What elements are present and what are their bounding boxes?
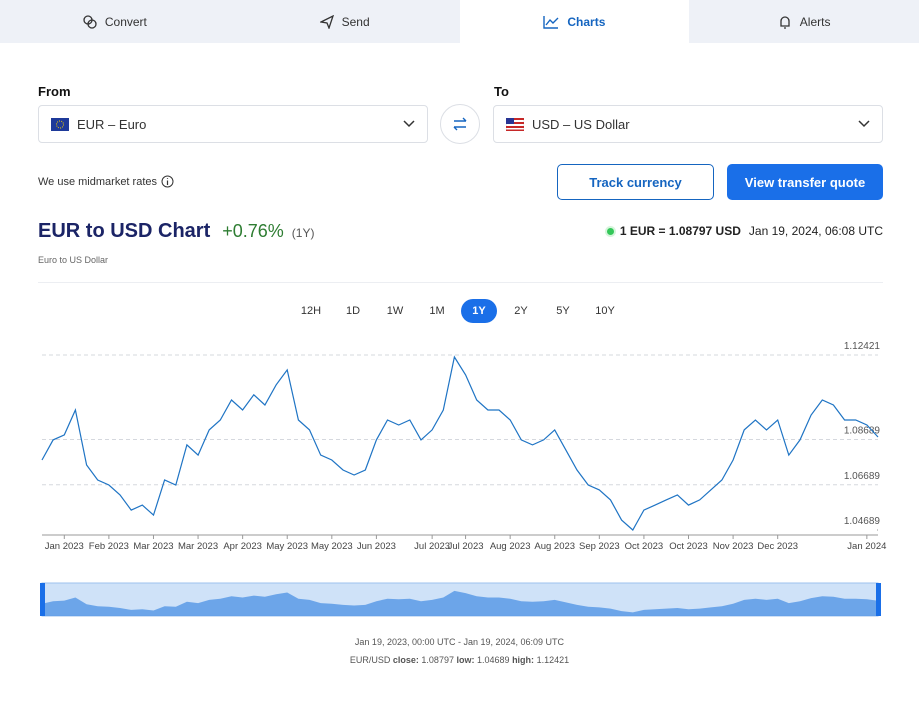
note: We use midmarket rates: [38, 175, 174, 188]
period: (1Y): [291, 226, 315, 240]
to-label: To: [494, 84, 509, 99]
x-tick-label: Aug 2023: [534, 541, 575, 552]
y-tick-label: 1.06689: [844, 471, 881, 482]
live-dot: [606, 227, 614, 235]
range-button[interactable]: 5Y: [556, 305, 570, 317]
rate-value: 1 EUR = 1.08797 USD: [619, 224, 741, 238]
x-tick-label: Feb 2023: [89, 541, 129, 552]
to-select[interactable]: USD – US Dollar: [493, 105, 883, 143]
range-button[interactable]: 1Y: [461, 299, 497, 323]
x-tick-label: May 2023: [266, 541, 308, 552]
charts-icon: [543, 15, 559, 29]
x-tick-label: Apr 2023: [223, 541, 262, 552]
tab-label: Send: [341, 14, 370, 29]
footer-stats: EUR/USD close: 1.08797 low: 1.04689 high…: [0, 655, 919, 665]
y-tick-label: 1.04689: [844, 516, 881, 527]
chevron: [858, 120, 870, 128]
low-label: low:: [456, 655, 475, 665]
x-tick-label: Oct 2023: [625, 541, 664, 552]
range-button[interactable]: 12H: [300, 305, 322, 317]
x-tick-label: Oct 2023: [669, 541, 708, 552]
range-button[interactable]: 10Y: [595, 305, 615, 317]
change: +0.76%: [222, 221, 284, 241]
pair: EUR/USD: [349, 655, 391, 665]
swap-button[interactable]: [440, 104, 480, 144]
high: 1.12421: [536, 655, 570, 665]
tab[interactable]: Charts: [459, 0, 690, 43]
from-label: From: [38, 84, 71, 99]
swap-icon: [453, 117, 467, 131]
tab[interactable]: Send: [230, 0, 460, 43]
navigator-area: [42, 590, 878, 616]
convert-icon: [83, 14, 97, 29]
x-tick-label: Jul 2023: [448, 541, 484, 552]
rate: 1 EUR = 1.08797 USD Jan 19, 2024, 06:08 U…: [606, 224, 883, 238]
eu-flag: [51, 117, 69, 131]
quote-button[interactable]: View transfer quote: [727, 164, 883, 200]
high-label: high:: [512, 655, 535, 665]
chart-header: EUR to USD Chart +0.76% (1Y): [38, 220, 314, 243]
chart-title: EUR to USD Chart: [38, 220, 211, 242]
x-tick-label: Jan 2024: [847, 541, 886, 552]
close: 1.08797: [421, 655, 454, 665]
chevron: [403, 120, 415, 128]
x-tick-label: Sep 2023: [579, 541, 620, 552]
x-tick-label: Nov 2023: [713, 541, 754, 552]
line: [41, 355, 879, 531]
range-button[interactable]: 2Y: [514, 305, 528, 317]
tab-bar: Convert Send Charts Alerts: [0, 0, 919, 43]
footer-range: Jan 19, 2023, 00:00 UTC - Jan 19, 2024, …: [354, 637, 565, 647]
divider: [38, 282, 883, 283]
tab[interactable]: Convert: [0, 0, 230, 43]
navigator-handle: [876, 583, 881, 616]
chart: 1.04689 1.06689 1.08689 1.12421 Jan 2023 Feb …: [40, 341, 886, 617]
tab-label: Convert: [104, 14, 147, 29]
tab-label: Alerts: [799, 14, 831, 29]
x-tick-label: Mar 2023: [133, 541, 173, 552]
x-tick-label: Dec 2023: [757, 541, 798, 552]
x-tick-label: Jul 2023: [414, 541, 450, 552]
range-button[interactable]: 1M: [429, 305, 445, 317]
low: 1.04689: [477, 655, 510, 665]
note-text: We use midmarket rates: [38, 175, 158, 188]
subtitle: Euro to US Dollar: [38, 255, 109, 265]
range-button[interactable]: 1D: [345, 305, 361, 317]
info-icon[interactable]: [161, 175, 174, 188]
x-tick-label: Aug 2023: [490, 541, 531, 552]
from-select[interactable]: EUR – Euro: [38, 105, 428, 143]
range-button[interactable]: 1W: [386, 305, 404, 317]
to-value: USD – US Dollar: [532, 116, 630, 132]
x-tick-label: Mar 2023: [178, 541, 218, 552]
y-tick-label: 1.12421: [844, 341, 881, 352]
x-tick-label: May 2023: [311, 541, 353, 552]
send-icon: [319, 14, 334, 29]
timestamp: Jan 19, 2024, 06:08 UTC: [748, 224, 883, 238]
us-flag: [506, 117, 524, 131]
y-tick-label: 1.08689: [844, 425, 881, 436]
tab-label: Charts: [567, 14, 606, 29]
track-button[interactable]: Track currency: [557, 164, 714, 200]
from-value: EUR – Euro: [77, 116, 147, 132]
x-tick-label: Jan 2023: [45, 541, 84, 552]
close-label: close:: [392, 655, 419, 665]
tab[interactable]: Alerts: [689, 0, 919, 43]
alerts-icon: [780, 15, 790, 29]
navigator-handle: [40, 583, 45, 616]
range-selector: 12H 1D 1W 1M 1Y 2Y 5Y 10Y: [293, 299, 623, 323]
x-tick-label: Jun 2023: [357, 541, 396, 552]
